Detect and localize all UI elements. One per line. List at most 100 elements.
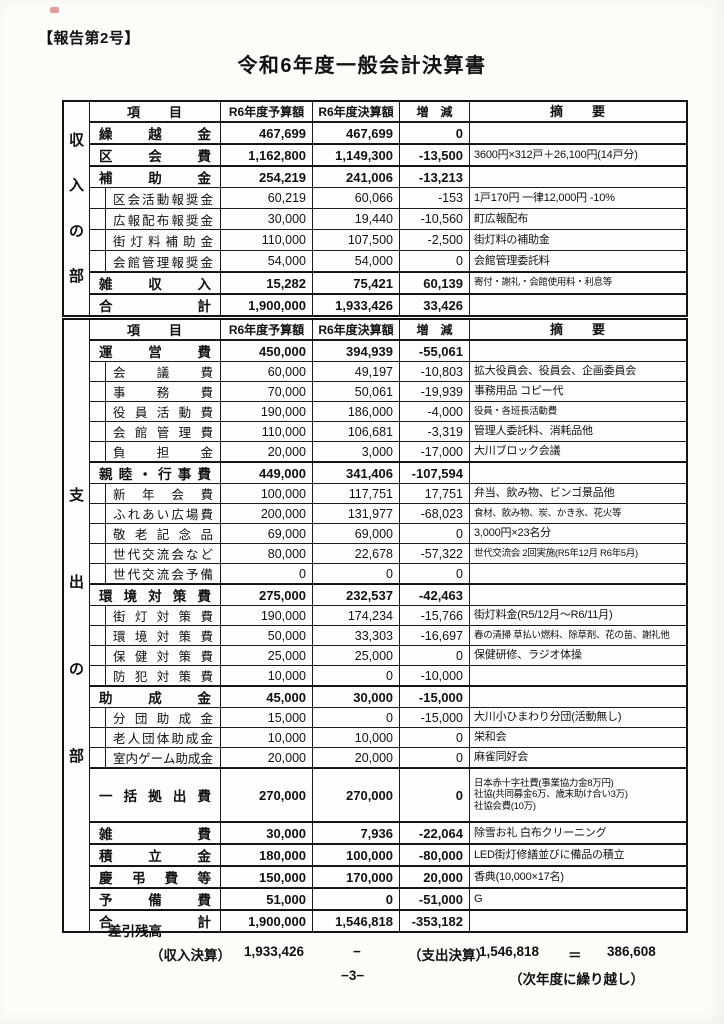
red-pen-mark	[50, 7, 59, 13]
table-row: 運営費 450,000 394,939 -55,061	[90, 341, 686, 362]
change-value: -19,939	[399, 382, 469, 401]
table-row: ふれあい広場費 200,000 131,977 -68,023 食材、飲み物、炭、かき氷…	[90, 504, 686, 524]
equals-sign: ＝	[568, 948, 582, 963]
item-name-cell: 敬老記念品	[90, 524, 220, 543]
column-header-settlement: R6年度決算額	[312, 102, 399, 121]
item-name-cell: 合計	[90, 295, 220, 315]
settlement-value: 54,000	[312, 251, 399, 271]
section-label-char: 出	[68, 573, 84, 591]
item-name-cell: 街灯対策費	[90, 606, 220, 625]
item-name-cell: 親睦・行事費	[90, 463, 220, 483]
change-value: -4,000	[399, 402, 469, 421]
budget-value: 150,000	[220, 867, 312, 887]
settlement-value: 30,000	[312, 687, 399, 707]
settlement-value: 241,006	[312, 167, 399, 187]
budget-value: 60,219	[220, 188, 312, 208]
column-header-item: 項 目	[126, 323, 183, 338]
item-name-cell: 世代交流会予備	[90, 564, 220, 583]
remarks	[469, 167, 686, 187]
remarks: 事務用品 コピー代	[469, 382, 686, 401]
change-value: 0	[399, 123, 469, 143]
settlement-value: 25,000	[312, 646, 399, 665]
income-table: 収入の部 項 目 R6年度予算額 R6年度決算額増 減摘 要繰越金 467,699 467…	[62, 100, 688, 317]
item-name: 保健対策費	[113, 650, 213, 664]
expenditure-table: 支出の部 項 目 R6年度予算額 R6年度決算額増 減摘 要運営費 450,000 394…	[62, 318, 688, 933]
income-settlement-label: （収入決算）	[150, 948, 231, 963]
page-title: 令和6年度一般会計決算書	[237, 55, 487, 77]
item-name-cell: 慶弔費等	[90, 867, 220, 887]
item-name: 助成金	[99, 691, 211, 706]
settlement-value: 131,977	[312, 504, 399, 523]
item-name: 事務費	[113, 386, 213, 400]
remarks: 会館管理委託料	[469, 251, 686, 271]
remarks: 春の清掃 草払い燃料、除草剤、花の苗、謝礼他	[469, 626, 686, 645]
table-row: 防犯対策費 10,000 0 -10,000	[90, 666, 686, 686]
item-name-cell: 負担金	[90, 442, 220, 461]
remarks: 栄和会	[469, 728, 686, 747]
remarks: 大川ブロック会議	[469, 442, 686, 461]
item-name: 繰越金	[99, 127, 211, 142]
budget-value: 54,000	[220, 251, 312, 271]
budget-value: 10,000	[220, 666, 312, 685]
remarks	[469, 123, 686, 143]
change-value: 0	[399, 251, 469, 271]
settlement-value: 117,751	[312, 484, 399, 503]
budget-value: 20,000	[220, 442, 312, 461]
table-row: 事務費 70,000 50,061 -19,939 事務用品 コピー代	[90, 382, 686, 402]
table-row: 予備費 51,000 0 -51,000 G	[90, 888, 686, 910]
change-value: -153	[399, 188, 469, 208]
budget-value: 200,000	[220, 504, 312, 523]
item-name: 慶弔費等	[99, 871, 211, 886]
settlement-value: 0	[312, 564, 399, 583]
remarks	[469, 911, 686, 931]
remarks	[469, 585, 686, 605]
item-name-cell: 室内ゲーム助成金	[90, 748, 220, 767]
change-value: -15,766	[399, 606, 469, 625]
change-value: -10,803	[399, 362, 469, 381]
budget-value: 180,000	[220, 845, 312, 865]
item-name: 世代交流会予備	[113, 568, 213, 582]
item-name: 老人団体助成金	[113, 732, 213, 746]
remarks	[469, 463, 686, 483]
change-value: -15,000	[399, 687, 469, 707]
budget-value: 80,000	[220, 544, 312, 563]
settlement-value: 19,440	[312, 209, 399, 229]
remarks	[469, 564, 686, 583]
settlement-value: 106,681	[312, 422, 399, 441]
item-name-cell: 環境対策費	[90, 626, 220, 645]
settlement-value: 0	[312, 708, 399, 727]
change-value: -42,463	[399, 585, 469, 605]
table-row: 広報配布報奨金 30,000 19,440 -10,560 町広報配布	[90, 209, 686, 230]
table-row: 保健対策費 25,000 25,000 0 保健研修、ラジオ体操	[90, 646, 686, 666]
remarks: 保健研修、ラジオ体操	[469, 646, 686, 665]
item-name: 会議費	[113, 366, 213, 380]
settlement-value: 174,234	[312, 606, 399, 625]
item-name: 会館管理費	[113, 426, 213, 440]
table-row: 会議費 60,000 49,197 -10,803 拡大役員会、役員会、企画委員会	[90, 362, 686, 382]
balance-summary-label: 差引残高	[108, 924, 162, 939]
budget-value: 449,000	[220, 463, 312, 483]
budget-value: 30,000	[220, 823, 312, 843]
budget-value: 100,000	[220, 484, 312, 503]
column-header-settlement: R6年度決算額	[312, 320, 399, 339]
item-name: 運営費	[99, 345, 211, 360]
settlement-value: 467,699	[312, 123, 399, 143]
table-row: 雑収入 15,282 75,421 60,139 寄付・謝礼・会館使用料・利息等	[90, 272, 686, 294]
change-value: -15,000	[399, 708, 469, 727]
item-name-cell: 保健対策費	[90, 646, 220, 665]
item-name: 合計	[99, 915, 211, 930]
settlement-value: 69,000	[312, 524, 399, 543]
balance-calculation: （収入決算） 1,933,426 − （支出決算） 1,546,818 ＝ 38…	[0, 944, 724, 963]
budget-value: 1,900,000	[220, 295, 312, 315]
income-settlement-value: 1,933,426	[244, 944, 305, 959]
change-value: -10,000	[399, 666, 469, 685]
change-value: -3,319	[399, 422, 469, 441]
income-body: 項 目 R6年度予算額 R6年度決算額増 減摘 要繰越金 467,699 467,699…	[90, 102, 686, 315]
item-name: 分団助成金	[113, 712, 213, 726]
section-label-char: 部	[68, 747, 84, 765]
item-name: ふれあい広場費	[113, 508, 213, 522]
item-name: 負担金	[113, 446, 213, 460]
item-name-cell: 雑費	[90, 823, 220, 843]
settlement-value: 170,000	[312, 867, 399, 887]
